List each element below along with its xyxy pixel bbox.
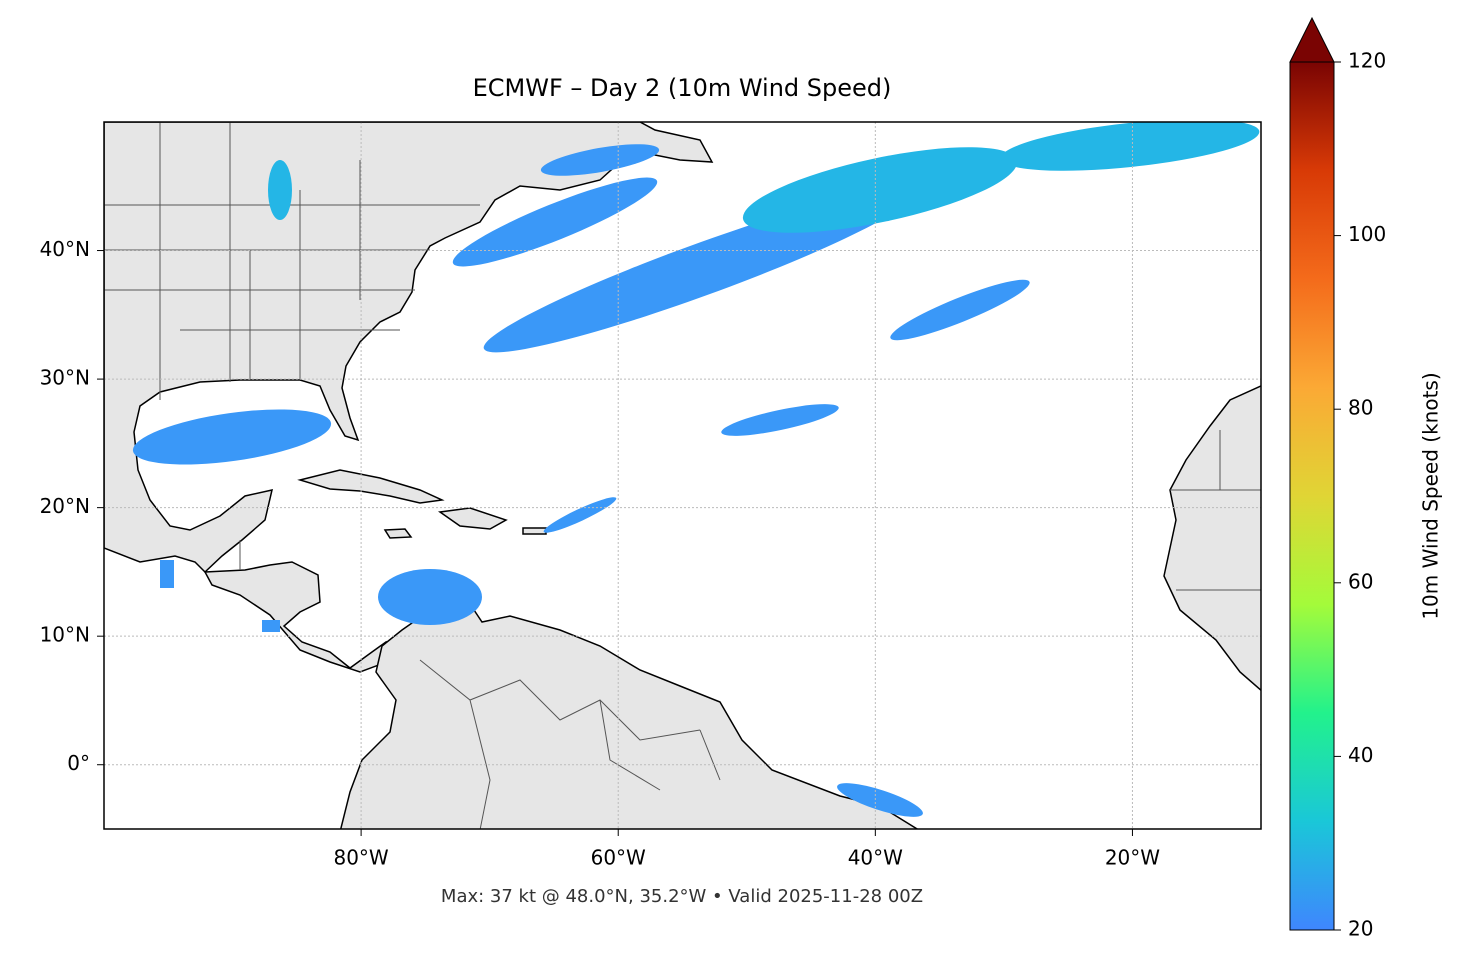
x-tick-label: 60°W <box>591 846 646 870</box>
x-tick-label: 40°W <box>848 846 903 870</box>
state-borders <box>104 122 1261 591</box>
map-area <box>104 122 1261 829</box>
colorbar-gradient <box>1289 61 1335 931</box>
x-tick-label: 20°W <box>1105 846 1160 870</box>
gridlines <box>104 122 1261 829</box>
y-tick-label: 20°N <box>40 494 90 518</box>
colorbar-tick-label: 60 <box>1348 569 1373 593</box>
y-tick-label: 30°N <box>40 366 90 390</box>
country-borders <box>419 659 721 829</box>
colorbar-extend <box>1289 16 1335 63</box>
map-title: ECMWF – Day 2 (10m Wind Speed) <box>473 74 892 102</box>
y-tick-label: 0° <box>67 751 90 775</box>
colorbar-tick-label: 40 <box>1348 743 1373 767</box>
colorbar-tick-label: 20 <box>1348 917 1373 941</box>
colorbar-tick-label: 120 <box>1348 49 1386 73</box>
wind-field <box>132 122 1260 817</box>
colorbar-tick-label: 80 <box>1348 396 1373 420</box>
map-frame <box>103 121 1262 830</box>
colorbar-tick-label: 100 <box>1348 222 1386 246</box>
y-tick-label: 40°N <box>40 237 90 261</box>
x-tick-label: 80°W <box>333 846 388 870</box>
colorbar-label: 10m Wind Speed (knots) <box>1419 372 1443 619</box>
jamaica <box>383 528 413 539</box>
colorbar: 20 40 60 80 100 120 10m Wind Speed (knots) <box>1289 16 1443 941</box>
hispaniola <box>437 507 508 530</box>
africa <box>1163 385 1261 692</box>
y-tick-label: 10°N <box>40 623 90 647</box>
cuba <box>297 469 445 504</box>
footnote: Max: 37 kt @ 48.0°N, 35.2°W • Valid 2025… <box>441 886 923 907</box>
puerto-rico <box>522 527 547 535</box>
north-america <box>104 122 714 574</box>
